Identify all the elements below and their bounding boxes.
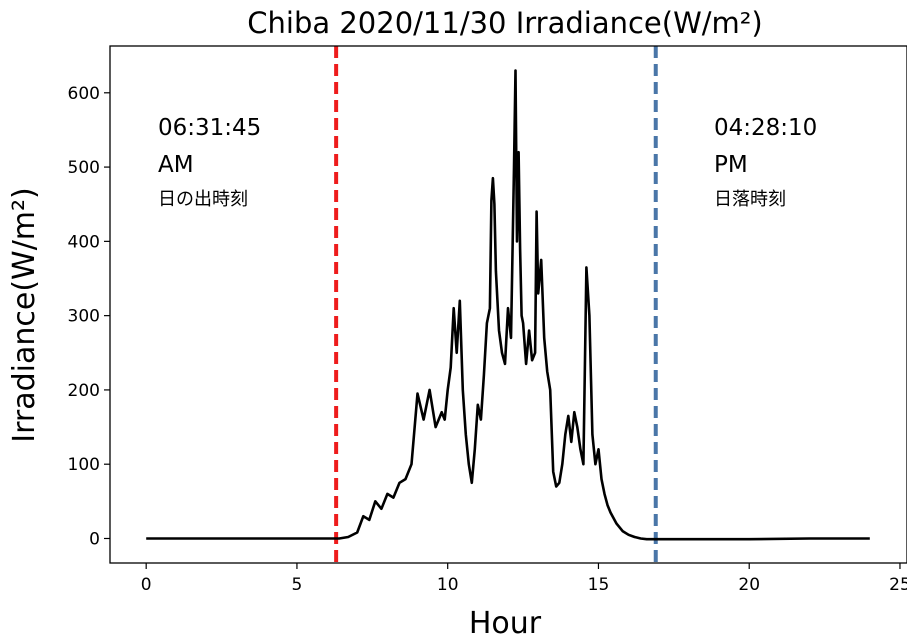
plot-frame xyxy=(109,45,907,564)
sunrise-time-label: 06:31:45 xyxy=(158,115,261,141)
series-group xyxy=(146,69,870,541)
y-tick-label-3: 300 xyxy=(68,307,100,327)
x-tick-label-2: 10 xyxy=(437,575,459,595)
sunrise-caption: 日の出時刻 xyxy=(158,189,248,210)
x-tick-label-5: 25 xyxy=(889,575,907,595)
annotations: 06:31:45 AM 日の出時刻 04:28:10 PM 日落時刻 xyxy=(158,115,817,210)
sunrise-ampm-label: AM xyxy=(158,152,194,178)
x-tick-label-1: 5 xyxy=(292,575,303,595)
x-tick-label-4: 20 xyxy=(738,575,760,595)
y-tick-label-4: 400 xyxy=(68,232,100,252)
x-axis-label: Hour xyxy=(469,606,542,641)
x-tick-label-0: 0 xyxy=(141,575,152,595)
sunset-caption: 日落時刻 xyxy=(714,189,786,210)
y-axis-ticks: 0 100 200 300 400 500 600 xyxy=(68,84,110,549)
x-axis-ticks: 0 5 10 15 20 25 xyxy=(141,563,907,595)
sunset-time-label: 04:28:10 xyxy=(714,115,817,141)
chart-title: Chiba 2020/11/30 Irradiance(W/m²) xyxy=(247,6,762,40)
series-line-0 xyxy=(146,69,870,541)
y-tick-label-2: 200 xyxy=(68,381,100,401)
y-axis-label: Irradiance(W/m²) xyxy=(7,187,42,443)
sunset-ampm-label: PM xyxy=(714,152,748,178)
event-lines xyxy=(334,46,658,563)
y-tick-label-0: 0 xyxy=(89,529,100,549)
x-tick-label-3: 15 xyxy=(588,575,610,595)
y-tick-label-5: 500 xyxy=(68,158,100,178)
y-tick-label-1: 100 xyxy=(68,455,100,475)
y-tick-label-6: 600 xyxy=(68,84,100,104)
